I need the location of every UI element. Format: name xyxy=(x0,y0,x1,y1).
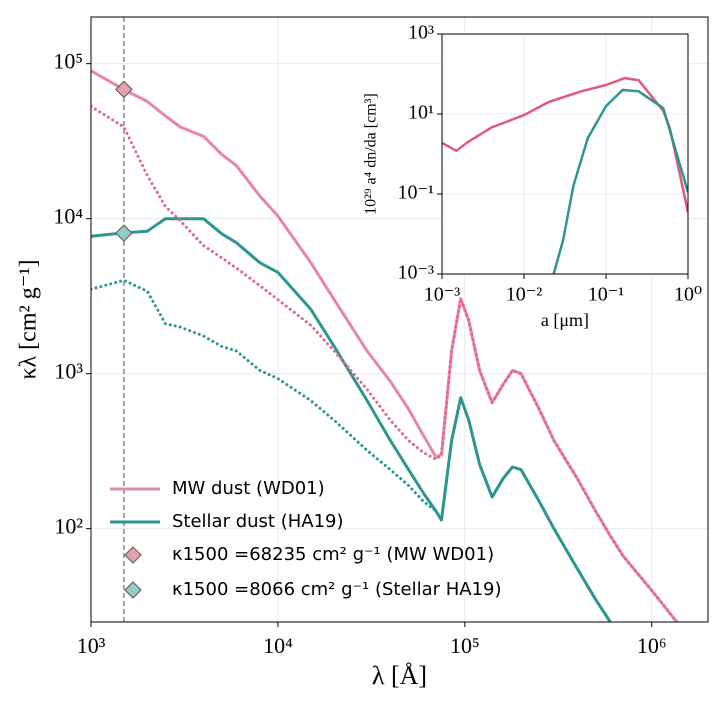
y-tick-label: 10³ xyxy=(408,22,434,44)
x-tick-label: 10⁶ xyxy=(637,633,667,658)
legend-marker xyxy=(124,546,142,564)
plot-background xyxy=(442,34,688,274)
x-tick-label: 10⁵ xyxy=(450,633,480,658)
marker xyxy=(115,80,133,99)
x-tick-label: 10⁻³ xyxy=(424,284,461,306)
x-tick-label: 10⁻¹ xyxy=(588,284,625,306)
data-line xyxy=(91,104,679,622)
y-tick-label: 10⁵ xyxy=(53,49,83,74)
legend-label: MW dust (WD01) xyxy=(172,478,325,499)
data-line xyxy=(552,88,688,274)
y-tick-label: 10⁻³ xyxy=(397,262,434,284)
plot-area xyxy=(442,76,688,274)
legend-marker xyxy=(124,581,142,599)
legend-label: Stellar dust (HA19) xyxy=(172,511,344,532)
y-tick-label: 10² xyxy=(54,514,83,539)
y-tick-label: 10¹ xyxy=(408,102,434,124)
x-tick-label: 10³ xyxy=(77,633,106,658)
y-tick-label: 10⁴ xyxy=(53,204,83,229)
plot-frame xyxy=(441,33,689,275)
x-axis-label: a [μm] xyxy=(541,310,589,330)
marker xyxy=(115,224,133,242)
x-tick-label: 10⁴ xyxy=(263,633,293,658)
legend-label: κ1500 =8066 cm² g⁻¹ (Stellar HA19) xyxy=(172,579,502,600)
y-tick-label: 10³ xyxy=(54,359,83,384)
x-tick-label: 10⁰ xyxy=(674,284,702,306)
x-axis-label: λ [Å] xyxy=(372,661,427,690)
data-line xyxy=(91,278,612,622)
plot-frame xyxy=(90,16,709,623)
y-tick-label: 10⁻¹ xyxy=(397,182,434,204)
legend-label: κ1500 =68235 cm² g⁻¹ (MW WD01) xyxy=(172,544,494,565)
y-axis-label: κλ [cm² g⁻¹] xyxy=(16,259,42,379)
plot-area xyxy=(91,17,679,622)
y-axis-label: 10²⁹ a⁴ dn/da [cm³] xyxy=(363,93,380,215)
x-tick-label: 10⁻² xyxy=(506,284,543,306)
